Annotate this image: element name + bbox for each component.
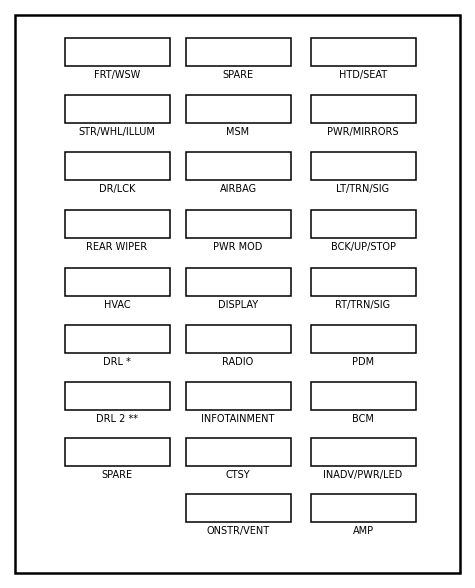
Bar xyxy=(65,152,170,180)
Bar xyxy=(186,38,291,66)
Text: MSM: MSM xyxy=(227,127,249,137)
Bar xyxy=(186,95,291,123)
Text: SPARE: SPARE xyxy=(222,70,254,80)
Bar xyxy=(186,210,291,238)
Text: INFOTAINMENT: INFOTAINMENT xyxy=(201,414,275,424)
Bar xyxy=(186,325,291,353)
Bar xyxy=(186,152,291,180)
Text: PWR MOD: PWR MOD xyxy=(213,242,263,252)
Bar xyxy=(311,210,416,238)
Bar xyxy=(65,438,170,466)
Text: RT/TRN/SIG: RT/TRN/SIG xyxy=(335,300,390,310)
Text: BCK/UP/STOP: BCK/UP/STOP xyxy=(331,242,396,252)
Bar xyxy=(311,382,416,410)
Text: HTD/SEAT: HTD/SEAT xyxy=(339,70,387,80)
Text: LT/TRN/SIG: LT/TRN/SIG xyxy=(336,184,389,194)
Bar xyxy=(65,325,170,353)
Text: REAR WIPER: REAR WIPER xyxy=(86,242,148,252)
Text: DRL 2 **: DRL 2 ** xyxy=(96,414,138,424)
Text: AMP: AMP xyxy=(352,526,373,536)
Bar xyxy=(65,268,170,296)
Bar xyxy=(311,494,416,522)
Bar xyxy=(186,382,291,410)
Text: DRL *: DRL * xyxy=(103,357,131,367)
Bar xyxy=(65,95,170,123)
Bar xyxy=(186,438,291,466)
Text: STR/WHL/ILLUM: STR/WHL/ILLUM xyxy=(78,127,155,137)
Text: DR/LCK: DR/LCK xyxy=(99,184,135,194)
Bar xyxy=(65,382,170,410)
Text: PWR/MIRRORS: PWR/MIRRORS xyxy=(327,127,399,137)
Text: DISPLAY: DISPLAY xyxy=(218,300,258,310)
Bar xyxy=(186,268,291,296)
Bar xyxy=(311,325,416,353)
Bar xyxy=(311,38,416,66)
Text: BCM: BCM xyxy=(352,414,374,424)
Text: AIRBAG: AIRBAG xyxy=(219,184,256,194)
Bar xyxy=(311,268,416,296)
Text: INADV/PWR/LED: INADV/PWR/LED xyxy=(323,470,403,480)
Text: CTSY: CTSY xyxy=(226,470,250,480)
Text: FRT/WSW: FRT/WSW xyxy=(94,70,140,80)
Bar xyxy=(186,494,291,522)
Bar xyxy=(311,95,416,123)
Bar xyxy=(65,38,170,66)
Bar xyxy=(311,438,416,466)
Text: PDM: PDM xyxy=(352,357,374,367)
Text: RADIO: RADIO xyxy=(222,357,254,367)
Bar xyxy=(311,152,416,180)
Bar xyxy=(65,210,170,238)
Text: ONSTR/VENT: ONSTR/VENT xyxy=(207,526,270,536)
Text: SPARE: SPARE xyxy=(102,470,133,480)
Text: HVAC: HVAC xyxy=(104,300,130,310)
